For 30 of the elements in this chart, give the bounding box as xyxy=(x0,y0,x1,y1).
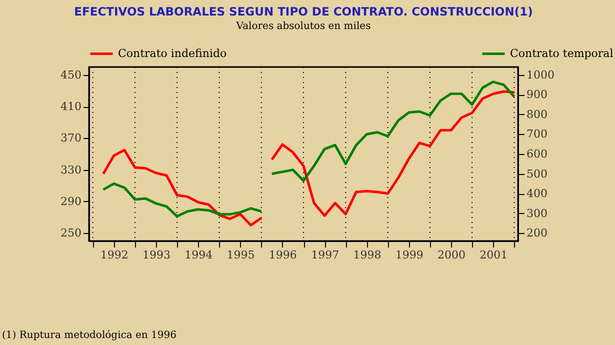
y2-tick-label: 300 xyxy=(526,206,548,220)
x-tick-label: 1992 xyxy=(100,248,128,262)
x-tick-label: 1996 xyxy=(268,248,297,262)
x-tick-label: 1998 xyxy=(353,248,382,262)
y-tick-label: 250 xyxy=(60,226,82,240)
x-tick-label: 2000 xyxy=(437,248,466,262)
chart-subtitle: Valores absolutos en miles xyxy=(235,21,371,32)
text: (1) Ruptura metodológica en 1996 xyxy=(2,330,177,341)
y-tick-label: 330 xyxy=(60,163,82,176)
y-tick-label: 410 xyxy=(60,100,82,114)
x-tick-label: 1993 xyxy=(142,248,171,262)
x-tick-label: 1999 xyxy=(395,248,424,262)
legend-label: Contrato indefinido xyxy=(118,46,228,60)
x-tick-label: 2001 xyxy=(480,248,508,262)
y2-tick-label: 800 xyxy=(526,108,548,121)
y-tick-label: 290 xyxy=(60,194,82,208)
x-tick-label: 1997 xyxy=(311,248,340,262)
y2-tick-label: 900 xyxy=(526,88,548,102)
y2-tick-label: 500 xyxy=(526,167,548,180)
y2-tick-label: 1000 xyxy=(526,68,554,82)
y2-tick-label: 700 xyxy=(526,128,548,141)
x-tick-label: 1995 xyxy=(226,248,255,262)
y2-tick-label: 200 xyxy=(526,226,548,240)
legend-label: Contrato temporal xyxy=(510,46,614,60)
x-tick-label: 1994 xyxy=(184,248,213,262)
chart-title: EFECTIVOS LABORALES SEGUN TIPO DE CONTRATO. CONSTRUCCION(1) xyxy=(74,4,533,18)
y2-tick-label: 600 xyxy=(526,148,548,160)
y-tick-label: 450 xyxy=(60,68,82,82)
y2-tick-label: 400 xyxy=(526,187,548,200)
y-tick-label: 370 xyxy=(60,132,82,145)
